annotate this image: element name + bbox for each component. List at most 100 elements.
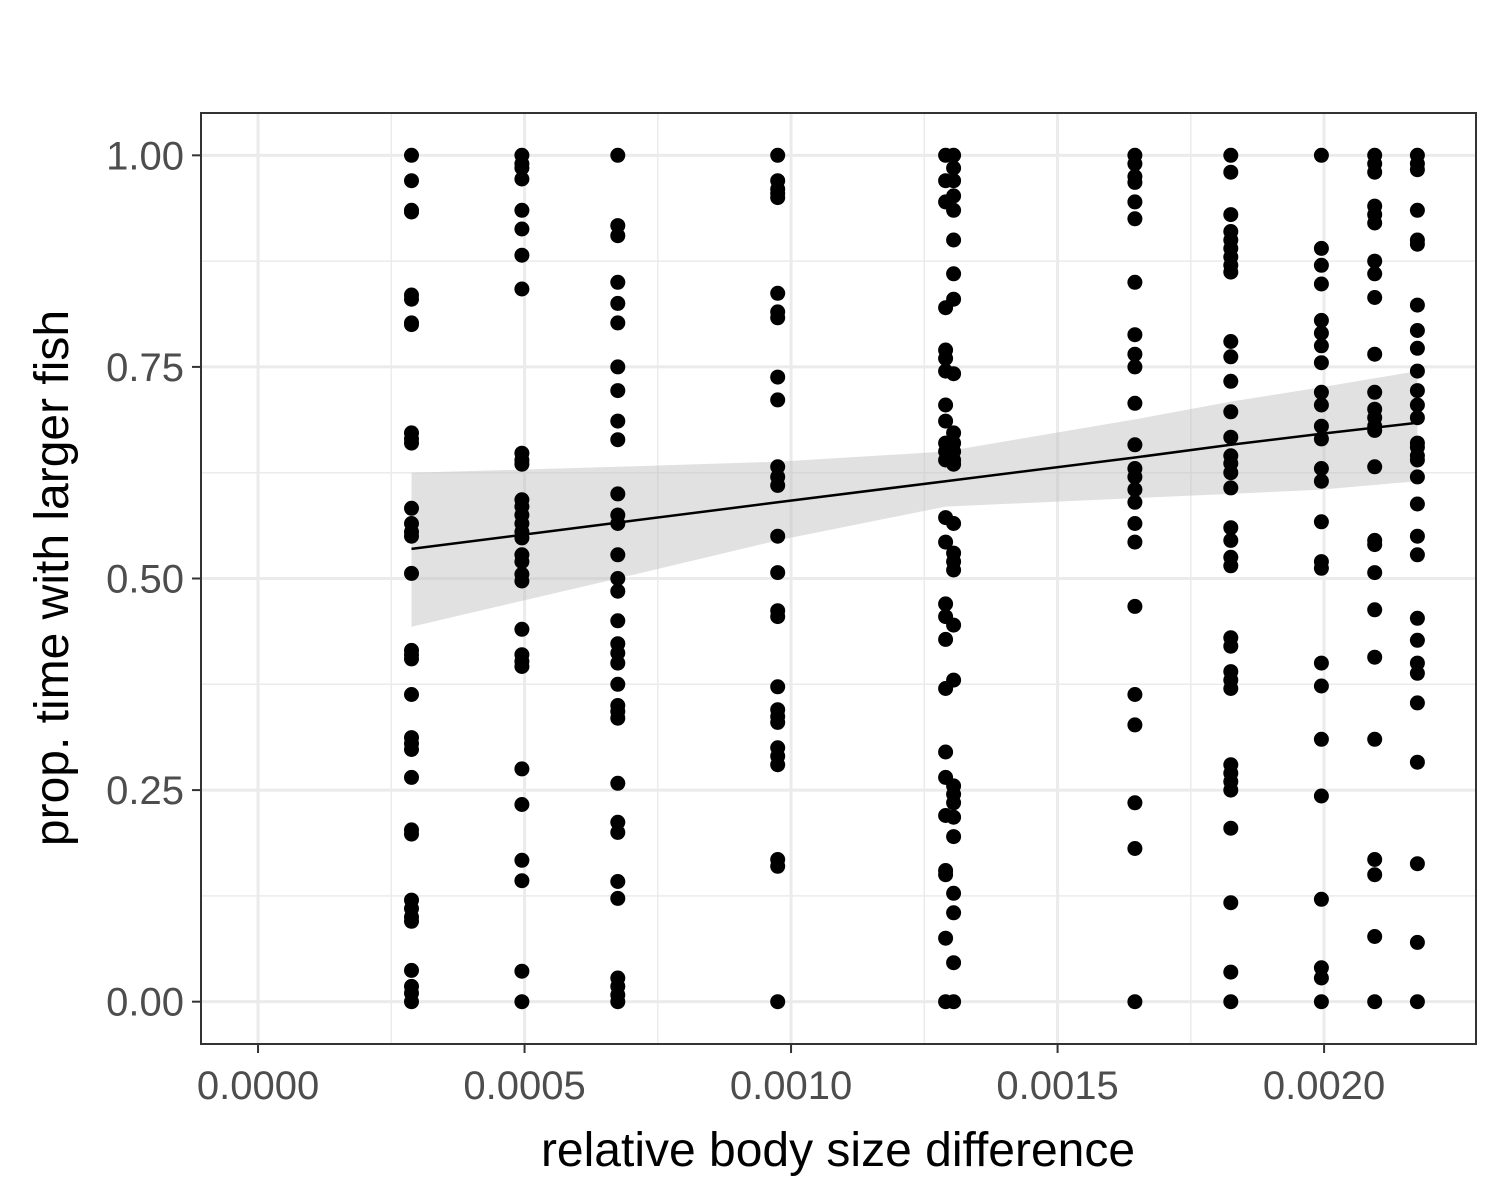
data-point — [946, 291, 962, 307]
data-point — [1223, 558, 1239, 574]
data-point — [514, 994, 530, 1010]
data-point — [770, 190, 786, 206]
data-point — [1409, 934, 1425, 950]
data-point — [404, 651, 419, 667]
data-point — [514, 171, 530, 187]
data-point — [938, 596, 954, 612]
data-point — [1127, 687, 1143, 702]
data-point — [1223, 964, 1239, 980]
data-points — [404, 147, 1425, 1010]
data-point — [404, 826, 419, 842]
data-point — [1313, 994, 1329, 1010]
data-point — [946, 266, 962, 282]
data-point — [946, 617, 962, 633]
data-point — [514, 554, 530, 570]
data-point — [946, 809, 962, 825]
data-point — [1223, 373, 1239, 389]
data-point — [1127, 395, 1143, 411]
data-point — [610, 432, 626, 448]
data-point — [938, 350, 954, 366]
data-point — [1409, 610, 1425, 626]
data-point — [1409, 665, 1425, 681]
data-point — [1409, 363, 1425, 379]
y-tick-label: 0.00 — [106, 981, 184, 1025]
data-point — [610, 994, 626, 1010]
data-point — [770, 679, 786, 695]
data-point — [610, 383, 626, 399]
x-tick-label: 0.0005 — [463, 1064, 585, 1108]
data-point — [770, 147, 786, 163]
data-point — [1223, 465, 1239, 481]
data-point — [1313, 325, 1329, 341]
data-point — [770, 285, 786, 301]
data-point — [946, 456, 962, 472]
data-point — [610, 295, 626, 311]
data-point — [404, 291, 419, 307]
data-point — [1367, 565, 1383, 581]
data-point — [1127, 494, 1143, 510]
y-tick-label: 1.00 — [106, 134, 184, 178]
data-point — [1127, 274, 1143, 290]
data-point — [1367, 537, 1383, 553]
data-point — [770, 858, 786, 874]
data-point — [1127, 841, 1143, 856]
data-point — [946, 202, 962, 218]
y-tick-label: 0.75 — [106, 346, 184, 390]
data-point — [1223, 349, 1239, 365]
data-point — [1367, 215, 1383, 231]
data-point — [1313, 240, 1329, 256]
data-point — [514, 573, 530, 589]
data-point — [1313, 473, 1329, 489]
data-point — [1367, 422, 1383, 438]
data-point — [610, 583, 626, 599]
y-axis-title: prop. time with larger fish — [26, 310, 79, 846]
data-point — [1223, 404, 1239, 420]
data-point — [610, 359, 626, 375]
data-point — [404, 500, 419, 516]
data-point — [946, 147, 962, 163]
data-point — [1127, 469, 1143, 485]
data-point — [1367, 346, 1383, 362]
data-point — [1313, 655, 1329, 671]
data-point — [938, 413, 954, 429]
data-point — [946, 366, 962, 382]
data-point — [1367, 867, 1383, 883]
data-point — [514, 202, 530, 218]
data-point — [1127, 156, 1143, 172]
data-point — [1127, 437, 1143, 453]
x-axis-ticks: 0.0000 0.0005 0.0010 0.0015 0.0020 — [197, 1044, 1385, 1108]
data-point — [1313, 418, 1329, 434]
data-point — [1367, 459, 1383, 475]
data-point — [1127, 359, 1143, 375]
x-axis-title: relative body size difference — [541, 1124, 1135, 1177]
data-point — [514, 873, 530, 889]
data-point — [946, 188, 962, 204]
data-point — [1409, 754, 1425, 770]
data-point — [610, 775, 626, 791]
data-point — [770, 565, 786, 581]
data-point — [404, 173, 419, 189]
data-point — [770, 994, 786, 1010]
data-point — [1127, 516, 1143, 531]
data-point — [404, 962, 419, 978]
data-point — [938, 930, 954, 946]
data-point — [1367, 164, 1383, 180]
data-point — [1409, 340, 1425, 356]
data-point — [610, 655, 626, 671]
data-point — [1409, 397, 1425, 413]
data-point — [404, 994, 419, 1010]
data-point — [514, 281, 530, 297]
data-point — [1409, 383, 1425, 399]
data-point — [514, 797, 530, 812]
data-point — [770, 369, 786, 385]
data-point — [1367, 731, 1383, 747]
data-point — [946, 232, 962, 248]
data-point — [1223, 264, 1239, 280]
data-point — [404, 528, 419, 544]
x-tick-label: 0.0015 — [996, 1064, 1118, 1108]
data-point — [946, 160, 962, 176]
data-point — [1313, 731, 1329, 747]
data-point — [404, 147, 419, 163]
data-point — [1409, 994, 1425, 1010]
